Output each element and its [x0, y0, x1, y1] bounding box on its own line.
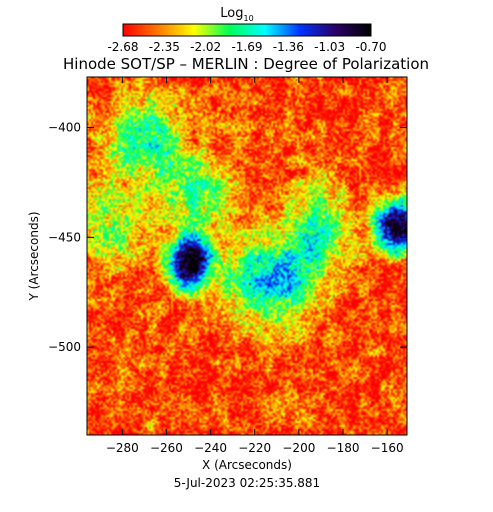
colorbar — [122, 23, 372, 37]
polarization-map — [87, 77, 407, 435]
y-axis-ticks: −400 −450 −500 — [48, 121, 407, 354]
chart-title: Hinode SOT/SP – MERLIN : Degree of Polar… — [63, 55, 429, 73]
x-tick-label: −240 — [194, 441, 227, 455]
x-tick-label: −280 — [106, 441, 139, 455]
colorbar-tick-label: -1.03 — [314, 40, 345, 54]
y-tick-label: −450 — [48, 230, 81, 244]
timestamp: 5-Jul-2023 02:25:35.881 — [174, 476, 320, 490]
x-tick-label: −260 — [150, 441, 183, 455]
colorbar-tick-label: -0.70 — [355, 40, 386, 54]
x-tick-label: −160 — [371, 441, 404, 455]
plot-frame — [86, 76, 408, 436]
x-axis-label: X (Arcseconds) — [202, 458, 292, 472]
colorbar-tick-label: -1.36 — [273, 40, 304, 54]
x-tick-label: −220 — [238, 441, 271, 455]
colorbar-tick-label: -2.02 — [190, 40, 221, 54]
colorbar-label: Log10 — [220, 6, 253, 23]
x-axis-ticks: −280 −260 −240 −220 −200 −180 −160 — [106, 77, 404, 455]
colorbar-tick-label: -2.68 — [107, 40, 138, 54]
y-tick-label: −400 — [48, 121, 81, 135]
y-axis-label: Y (Arcseconds) — [27, 211, 41, 301]
colorbar-tick-label: -1.69 — [231, 40, 262, 54]
colorbar-ticks: -2.68 -2.35 -2.02 -1.69 -1.36 -1.03 -0.70 — [107, 40, 386, 54]
x-tick-label: −180 — [327, 441, 360, 455]
colorbar-tick-label: -2.35 — [149, 40, 180, 54]
x-tick-label: −200 — [282, 441, 315, 455]
y-tick-label: −500 — [48, 340, 81, 354]
